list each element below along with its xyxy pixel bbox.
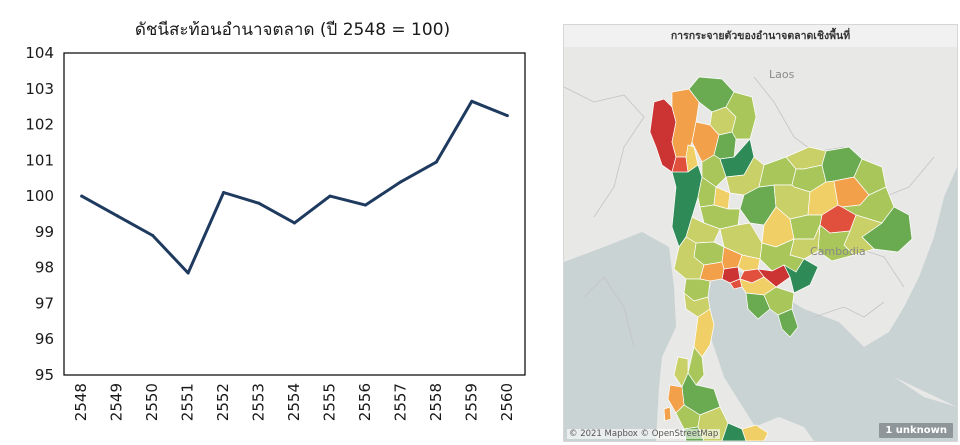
- province-layer[interactable]: [649, 76, 913, 441]
- data-point[interactable]: [328, 194, 332, 198]
- data-point[interactable]: [257, 201, 261, 205]
- x-tick-label: 2553: [250, 383, 268, 421]
- y-tick-label: 98: [35, 259, 54, 277]
- province-pattani[interactable]: [741, 424, 769, 441]
- province-chumphon[interactable]: [687, 346, 705, 386]
- data-point[interactable]: [470, 99, 474, 103]
- data-point[interactable]: [293, 221, 296, 225]
- data-point[interactable]: [80, 194, 84, 198]
- map-title: การกระจายตัวของอำนาจตลาดเชิงพื้นที่: [564, 25, 957, 48]
- x-tick-label: 2554: [285, 383, 303, 421]
- data-point[interactable]: [151, 233, 155, 237]
- y-tick-label: 99: [35, 223, 54, 241]
- x-tick-label: 2558: [427, 383, 445, 421]
- x-tick-label: 2555: [320, 383, 338, 421]
- gulf-of-thailand: [704, 269, 957, 441]
- south-china-sea: [864, 167, 957, 407]
- y-tick-label: 95: [35, 366, 54, 384]
- data-point[interactable]: [399, 180, 403, 184]
- data-point[interactable]: [434, 160, 438, 164]
- y-tick-label: 97: [35, 294, 54, 312]
- line-chart-panel: ดัชนีสะท้อนอำนาจตลาด (ปี 2548 = 100) 95 9…: [25, 20, 526, 421]
- unknown-badge[interactable]: 1 unknown: [879, 423, 953, 438]
- x-tick-label: 2549: [108, 383, 126, 421]
- chart-title: ดัชนีสะท้อนอำนาจตลาด (ปี 2548 = 100): [134, 20, 451, 40]
- series-line[interactable]: [80, 99, 509, 275]
- data-point[interactable]: [505, 114, 509, 118]
- province-prachuap[interactable]: [693, 308, 715, 358]
- line-chart: 95 96 97 98 99 100 101 102 103 104 2548 2549 2550 25…: [25, 44, 526, 421]
- choropleth-map[interactable]: [564, 47, 957, 441]
- x-tick-label: 2550: [143, 383, 161, 421]
- data-point[interactable]: [115, 214, 119, 218]
- province-surin[interactable]: [817, 224, 855, 262]
- x-tick-label: 2551: [179, 383, 197, 421]
- province-sa-kaeo[interactable]: [783, 258, 819, 294]
- x-tick-label: 2559: [462, 383, 480, 421]
- x-tick-label: 2556: [356, 383, 374, 421]
- andaman-sea: [564, 232, 676, 441]
- y-tick-label: 103: [25, 80, 54, 98]
- cambodia-label: Cambodia: [810, 245, 866, 258]
- data-point[interactable]: [222, 191, 226, 195]
- y-tick-label: 101: [25, 151, 54, 169]
- province-trat[interactable]: [777, 308, 799, 338]
- y-tick-label: 102: [25, 116, 54, 134]
- plot-frame: [63, 52, 526, 376]
- choropleth-map-panel: การกระจายตัวของอำนาจตลาดเชิงพื้นที่: [563, 24, 958, 442]
- y-tick-label: 104: [25, 44, 54, 62]
- x-tick-label: 2548: [72, 383, 90, 421]
- x-tick-label: 2552: [214, 383, 232, 421]
- data-point[interactable]: [363, 203, 367, 207]
- laos-label: Laos: [769, 68, 795, 81]
- y-tick-label: 100: [25, 187, 54, 205]
- map-attribution[interactable]: © 2021 Mapbox © OpenStreetMap: [567, 429, 721, 439]
- x-tick-label: 2557: [391, 383, 409, 421]
- y-tick-label: 96: [35, 330, 54, 348]
- province-phuket[interactable]: [663, 406, 672, 422]
- province-chonburi[interactable]: [745, 292, 771, 320]
- x-tick-label: 2560: [498, 383, 516, 421]
- data-point[interactable]: [186, 271, 190, 275]
